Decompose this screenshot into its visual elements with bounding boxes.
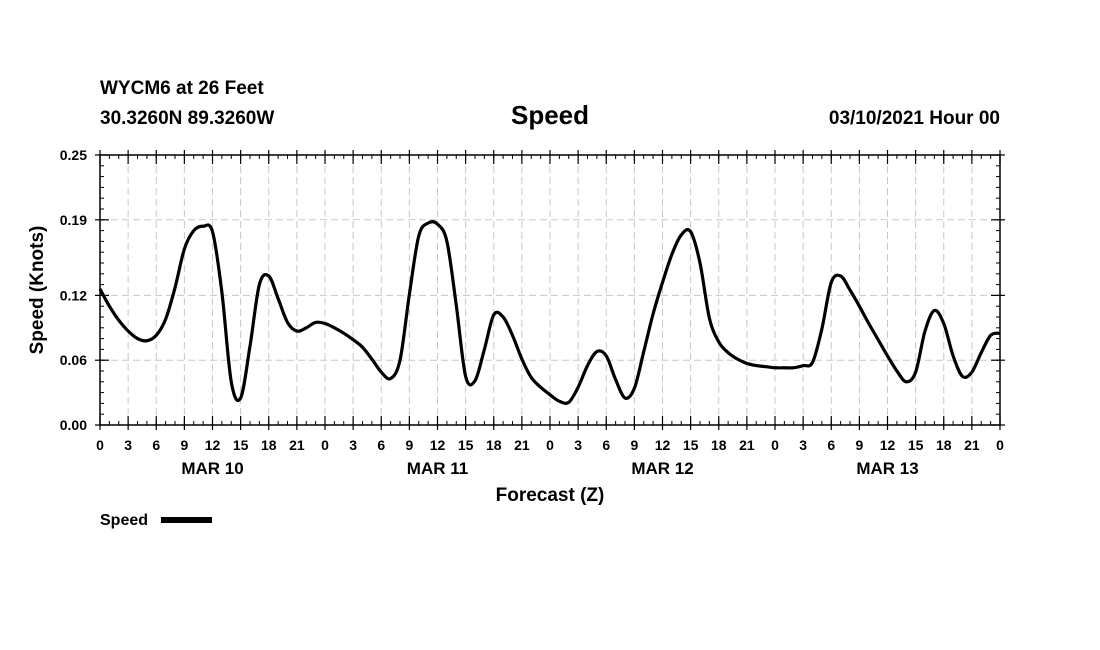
day-label: MAR 11 (407, 459, 468, 478)
x-tick-label: 3 (124, 437, 132, 453)
x-tick-label: 21 (289, 437, 305, 453)
x-tick-label: 3 (349, 437, 357, 453)
x-tick-label: 0 (771, 437, 779, 453)
x-tick-label: 6 (602, 437, 610, 453)
x-tick-label: 9 (180, 437, 188, 453)
x-axis-label: Forecast (Z) (496, 485, 605, 506)
speed-series-line (98, 220, 1001, 405)
x-tick-label: 12 (205, 437, 221, 453)
y-tick-label: 0.00 (60, 417, 87, 433)
x-tick-label: 18 (486, 437, 502, 453)
x-tick-label: 0 (96, 437, 104, 453)
coordinates-label: 30.3260N 89.3260W (100, 108, 274, 129)
x-axis: 0 3 6 9 12 15 18 21 0 3 6 9 12 15 18 21 0 3 6 9 12 15 18 21 0 3 6 9… (96, 150, 1004, 453)
x-tick-label: 6 (152, 437, 160, 453)
legend-label: Speed (100, 512, 148, 529)
x-tick-label: 12 (655, 437, 671, 453)
x-tick-label: 0 (321, 437, 329, 453)
x-tick-label: 15 (908, 437, 924, 453)
x-tick-label: 15 (233, 437, 249, 453)
x-tick-label: 9 (405, 437, 413, 453)
x-tick-label: 15 (458, 437, 474, 453)
grid-lines (100, 155, 1000, 425)
x-tick-label: 3 (799, 437, 807, 453)
legend-swatch (161, 517, 212, 523)
x-tick-label: 15 (683, 437, 699, 453)
y-tick-label: 0.25 (60, 147, 87, 163)
day-label: MAR 10 (181, 459, 243, 478)
x-tick-label: 21 (964, 437, 980, 453)
x-tick-label: 18 (261, 437, 277, 453)
x-tick-label: 0 (546, 437, 554, 453)
x-tick-label: 21 (739, 437, 755, 453)
x-tick-label: 12 (430, 437, 446, 453)
forecast-date: 03/10/2021 Hour 00 (829, 108, 1000, 129)
chart-title: Speed (511, 100, 589, 130)
plot-frame (99, 154, 1001, 426)
x-tick-label: 6 (827, 437, 835, 453)
y-axis-label: Speed (Knots) (27, 226, 48, 355)
station-label: WYCM6 at 26 Feet (100, 78, 264, 99)
x-tick-label: 0 (996, 437, 1004, 453)
x-tick-label: 18 (936, 437, 952, 453)
y-tick-label: 0.12 (60, 287, 87, 303)
x-tick-label: 18 (711, 437, 727, 453)
day-labels: MAR 10 MAR 11 MAR 12 MAR 13 (181, 459, 918, 478)
x-tick-label: 12 (880, 437, 896, 453)
x-tick-label: 9 (630, 437, 638, 453)
day-label: MAR 12 (631, 459, 693, 478)
x-tick-label: 3 (574, 437, 582, 453)
day-label: MAR 13 (856, 459, 918, 478)
y-tick-label: 0.19 (60, 212, 87, 228)
x-tick-label: 9 (855, 437, 863, 453)
x-tick-label: 21 (514, 437, 530, 453)
y-tick-label: 0.06 (60, 352, 87, 368)
x-tick-label: 6 (377, 437, 385, 453)
